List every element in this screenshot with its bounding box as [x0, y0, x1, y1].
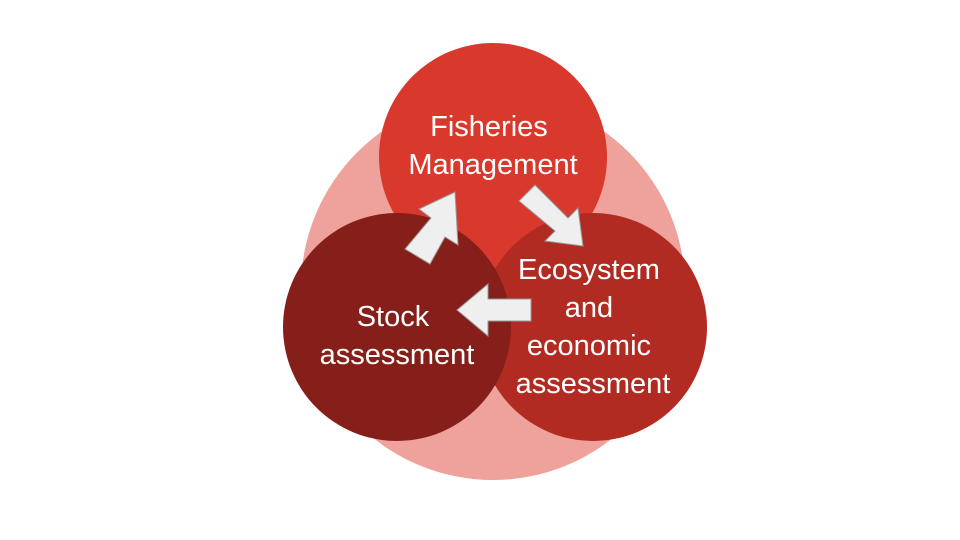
arrow-stock-to-management — [404, 191, 459, 265]
ecosystem-economic-label-line: assessment — [516, 368, 671, 400]
fisheries-management-label: Fisheries Management — [408, 111, 577, 181]
stock-assessment-circle — [283, 213, 511, 441]
ecosystem-economic-circle — [479, 213, 707, 441]
fisheries-management-label-line: Management — [408, 149, 577, 181]
stock-assessment-label: Stock assessment — [320, 301, 475, 371]
ecosystem-economic-label: Ecosystem and economic assessment — [516, 254, 671, 400]
stock-assessment-label-line: assessment — [320, 339, 475, 371]
ecosystem-economic-label-line: economic — [527, 330, 651, 362]
ecosystem-economic-label-line: and — [565, 292, 613, 324]
arrow-management-to-ecosystem — [518, 184, 584, 247]
fisheries-management-label-line: Fisheries — [430, 111, 548, 143]
stock-assessment-label-line: Stock — [357, 301, 430, 333]
ecosystem-economic-label-line: Ecosystem — [518, 254, 660, 286]
arrow-ecosystem-to-stock — [456, 282, 532, 338]
